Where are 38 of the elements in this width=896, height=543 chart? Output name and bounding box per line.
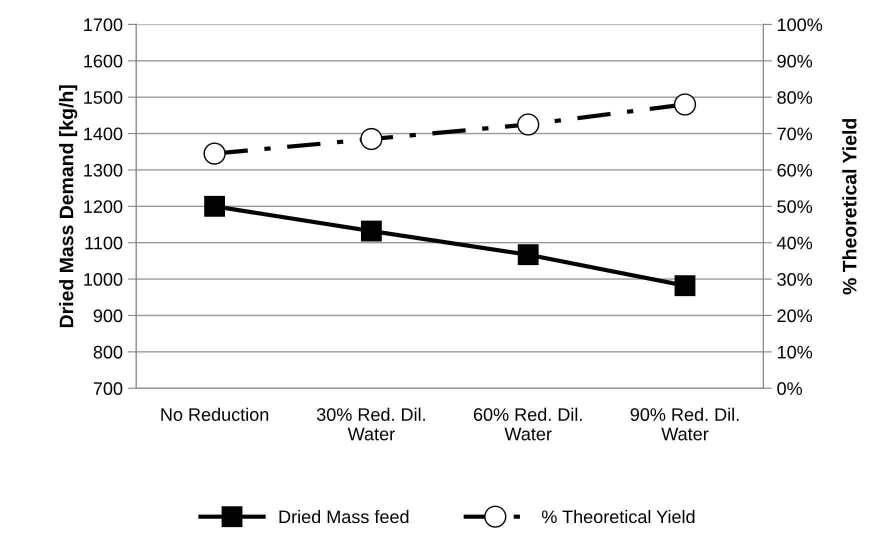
y2-tick-label: 90% <box>777 54 812 68</box>
point <box>518 244 539 266</box>
y2-tick-label: 100% <box>778 18 822 32</box>
x-tick-label: No Reduction <box>161 408 268 421</box>
y-tick-label: 1000 <box>84 273 122 286</box>
legend-label: % Theoretical Yield <box>542 510 694 524</box>
y2-tick-label: 10% <box>778 346 812 359</box>
point <box>204 196 226 217</box>
y2-tick-label: 80% <box>777 91 812 104</box>
y-tick-label: 1700 <box>84 18 122 32</box>
y-axis-title: Dried Mass Demand [kg/h] <box>59 85 78 328</box>
y2-tick-label: 0% <box>777 382 802 395</box>
y-tick-label: 900 <box>94 309 122 322</box>
x-tick-label: 60% Red. Dil. Water <box>474 408 582 440</box>
x-tick-label: 90% Red. Dil. Water <box>630 408 739 440</box>
y-tick-label: 1200 <box>84 200 122 214</box>
point <box>203 142 226 165</box>
point <box>360 220 382 242</box>
point <box>517 113 540 136</box>
y2-tick-label: 70% <box>778 128 812 140</box>
y2-axis-title: % Theoretical Yield <box>842 119 856 294</box>
y2-tick-label: 30% <box>777 273 812 286</box>
y-tick-label: 1400 <box>84 128 122 140</box>
y2-tick-label: 20% <box>777 309 812 322</box>
y2-tick-label: 40% <box>777 236 812 250</box>
y2-tick-label: 60% <box>778 164 812 177</box>
point <box>674 275 696 296</box>
y-tick-label: 1500 <box>84 91 122 104</box>
y-tick-label: 1100 <box>86 236 122 250</box>
point <box>674 93 696 116</box>
y2-tick-label: 50% <box>777 200 812 214</box>
y-tick-label: 1600 <box>84 54 122 68</box>
x-tick-label: 30% Red. Dil. Water <box>316 408 425 440</box>
y-tick-label: 800 <box>94 346 122 359</box>
point <box>360 128 383 150</box>
y-tick-label: 700 <box>94 382 122 395</box>
y-tick-label: 1300 <box>84 164 122 177</box>
legend-label: Dried Mass feed <box>280 510 408 524</box>
